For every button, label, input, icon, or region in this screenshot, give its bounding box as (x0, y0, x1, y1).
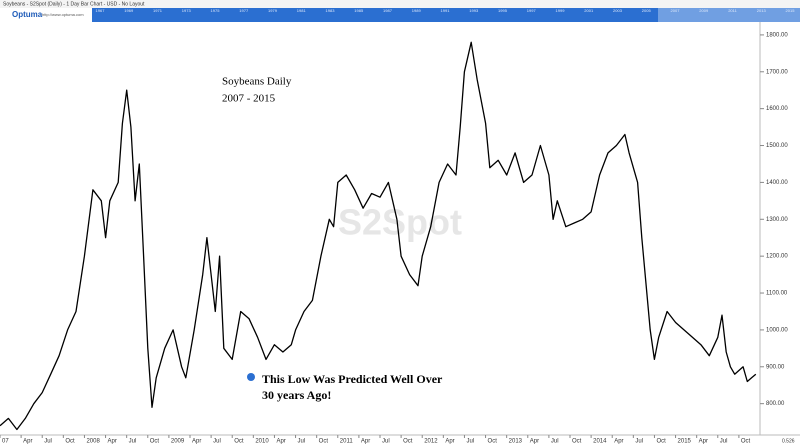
navigator-year: 1973 (182, 8, 192, 13)
price-line (0, 41, 757, 431)
annotation: 30 years Ago! (262, 388, 331, 402)
x-tick-label: Apr (192, 439, 201, 445)
y-tick-label: 1500.00 (766, 143, 788, 149)
navigator-year: 2013 (757, 8, 767, 13)
x-tick-label: Apr (23, 439, 32, 445)
navigator-year: 1995 (498, 8, 508, 13)
x-tick-label: Apr (530, 439, 539, 445)
watermark: S2Spot (338, 202, 462, 243)
navigator-year: 1997 (527, 8, 537, 13)
x-tick-label: Jul (466, 439, 474, 445)
navigator-year: 2007 (671, 8, 681, 13)
navigator-year: 2015 (786, 8, 796, 13)
x-tick-label: 2015 (678, 439, 692, 445)
logo: Optuma (12, 10, 43, 19)
x-tick-label: Apr (699, 439, 708, 445)
x-tick-label: Jul (720, 439, 728, 445)
navigator-year: 2011 (728, 8, 737, 13)
title-bar (0, 0, 800, 8)
x-tick-label: 07 (2, 439, 9, 445)
chart-subtitle: 2007 - 2015 (222, 93, 276, 105)
y-tick-label: 1300.00 (766, 217, 788, 223)
y-tick-label: 1200.00 (766, 254, 788, 260)
x-tick-label: Oct (150, 439, 160, 445)
navigator-year: 1987 (383, 8, 393, 13)
x-tick-label: Jul (213, 439, 221, 445)
scale-label: 0.526 (782, 438, 795, 444)
x-tick-label: 2013 (509, 439, 523, 445)
x-tick-label: Jul (635, 439, 643, 445)
x-tick-label: 2010 (255, 439, 269, 445)
y-tick-label: 1400.00 (766, 180, 788, 186)
navigator-year: 1979 (268, 8, 278, 13)
x-tick-label: Oct (234, 439, 244, 445)
x-tick-label: Apr (445, 439, 454, 445)
logo-url: http://www.optuma.com (42, 12, 84, 17)
x-tick-label: Apr (361, 439, 370, 445)
x-tick-label: Jul (129, 439, 137, 445)
logo-box (0, 8, 92, 22)
navigator-year: 1991 (441, 8, 451, 13)
y-tick-label: 1100.00 (766, 291, 788, 297)
x-tick-label: 2014 (593, 439, 607, 445)
x-tick-label: Oct (572, 439, 582, 445)
navigator-year: 1999 (556, 8, 566, 13)
x-tick-label: 2009 (171, 439, 185, 445)
x-tick-label: Oct (656, 439, 666, 445)
navigator-year: 1985 (354, 8, 364, 13)
navigator-year: 2009 (699, 8, 709, 13)
x-tick-label: Jul (298, 439, 306, 445)
navigator-year: 2005 (642, 8, 652, 13)
navigator-year: 1977 (239, 8, 249, 13)
window-title: Soybeans - S2Spot (Daily) - 1 Day Bar Ch… (3, 1, 145, 7)
navigator-year: 1981 (297, 8, 307, 13)
y-tick-label: 1600.00 (766, 106, 788, 112)
x-tick-label: Oct (403, 439, 413, 445)
navigator-year: 1989 (412, 8, 422, 13)
y-tick-label: 800.00 (766, 401, 785, 407)
chart-title: Soybeans Daily (222, 76, 292, 88)
navigator-year: 1975 (211, 8, 221, 13)
y-tick-label: 1700.00 (766, 69, 788, 75)
y-tick-label: 1800.00 (766, 32, 788, 38)
navigator[interactable] (0, 8, 800, 22)
navigator-year: 1969 (124, 8, 134, 13)
y-tick-label: 1000.00 (766, 327, 788, 333)
x-tick-label: Oct (488, 439, 498, 445)
navigator-year: 1983 (326, 8, 336, 13)
x-tick-label: 2008 (86, 439, 100, 445)
navigator-year: 2003 (613, 8, 623, 13)
navigator-year: 1971 (153, 8, 163, 13)
x-tick-label: 2011 (340, 439, 354, 445)
navigator-year: 1967 (96, 8, 106, 13)
x-tick-label: Oct (319, 439, 329, 445)
y-tick-label: 900.00 (766, 364, 785, 370)
navigator-year: 2001 (584, 8, 594, 13)
x-tick-label: Oct (741, 439, 751, 445)
x-tick-label: Oct (65, 439, 75, 445)
navigator-window[interactable] (658, 8, 800, 22)
x-tick-label: Jul (44, 439, 52, 445)
x-tick-label: Apr (276, 439, 285, 445)
annotation-icon (247, 373, 255, 381)
x-tick-label: Jul (551, 439, 559, 445)
x-tick-label: Jul (382, 439, 390, 445)
navigator-year: 1993 (469, 8, 479, 13)
x-tick-label: Apr (614, 439, 623, 445)
annotation: This Low Was Predicted Well Over (262, 372, 443, 386)
x-tick-label: 2012 (424, 439, 438, 445)
x-tick-label: Apr (108, 439, 117, 445)
